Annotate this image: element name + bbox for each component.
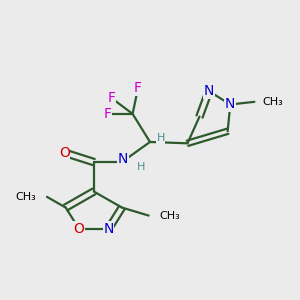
Text: O: O [74, 222, 85, 236]
Text: H: H [136, 162, 145, 172]
Text: F: F [107, 91, 115, 105]
Text: F: F [103, 107, 111, 121]
Text: N: N [204, 84, 214, 98]
Text: CH₃: CH₃ [159, 211, 180, 220]
Text: N: N [118, 152, 128, 167]
Text: N: N [103, 222, 114, 236]
Text: H: H [157, 133, 165, 143]
Text: CH₃: CH₃ [16, 192, 36, 202]
Text: F: F [134, 81, 142, 95]
Text: O: O [59, 146, 70, 160]
Text: N: N [225, 98, 236, 112]
Text: CH₃: CH₃ [262, 97, 283, 107]
